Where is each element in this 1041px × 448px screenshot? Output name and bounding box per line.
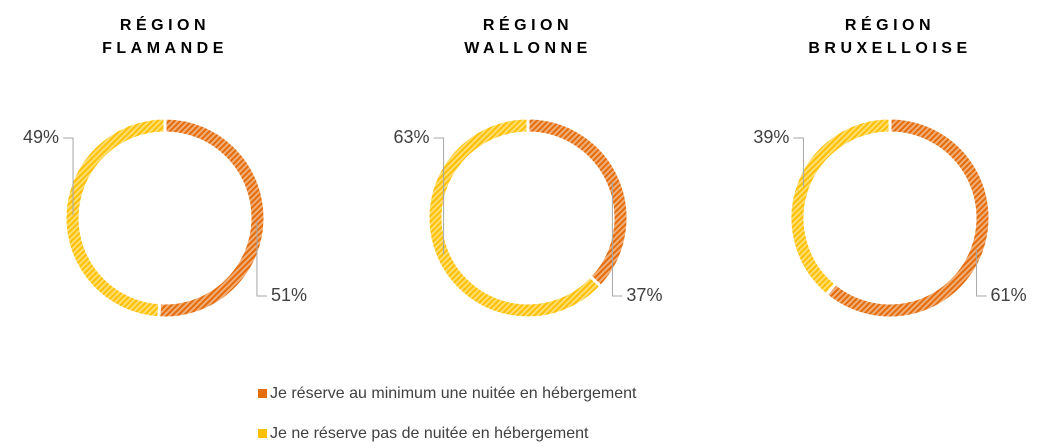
chart-title-box: RÉGION FLAMANDE	[15, 14, 315, 60]
donut-slice	[824, 116, 992, 320]
legend-label: Je ne réserve pas de nuitée en hébergeme…	[270, 425, 589, 442]
data-label: 39%	[753, 127, 789, 147]
leader-line	[793, 137, 804, 187]
chart-title-box: RÉGION BRUXELLOISE	[740, 14, 1040, 60]
data-label: 61%	[991, 285, 1027, 305]
donut-slice	[157, 116, 267, 320]
leader-line	[63, 137, 74, 216]
data-label: 37%	[626, 285, 662, 305]
chart-title: RÉGION WALLONNE	[464, 17, 592, 57]
data-label: 49%	[23, 127, 59, 147]
legend-swatch	[258, 429, 267, 438]
leader-line	[256, 220, 267, 297]
chart-title: RÉGION FLAMANDE	[102, 17, 228, 57]
donut-slice	[526, 116, 630, 289]
legend-item: Je réserve au minimum une nuitée en hébe…	[258, 385, 636, 403]
donut-slice	[63, 116, 167, 320]
data-label: 51%	[271, 285, 307, 305]
legend-swatch	[258, 389, 267, 398]
chart-title-box: RÉGION WALLONNE	[378, 14, 678, 60]
leader-line	[611, 181, 623, 297]
donut-slice	[788, 116, 892, 298]
leader-line	[976, 249, 987, 297]
leader-line	[433, 137, 445, 255]
data-label: 63%	[394, 127, 430, 147]
donut-slice	[426, 116, 604, 320]
legend-item: Je ne réserve pas de nuitée en hébergeme…	[258, 425, 588, 443]
chart-title: RÉGION BRUXELLOISE	[808, 17, 972, 57]
legend-label: Je réserve au minimum une nuitée en hébe…	[270, 385, 637, 402]
